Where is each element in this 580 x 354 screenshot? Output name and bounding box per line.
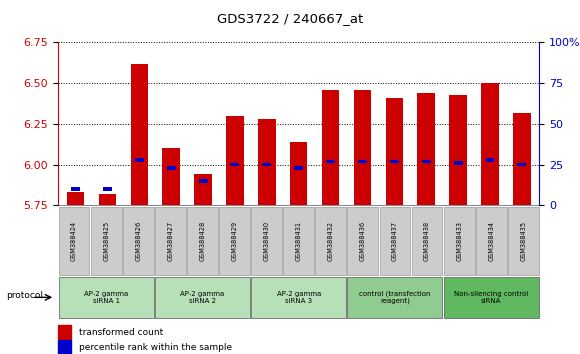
Bar xyxy=(58,341,71,354)
Text: GSM388433: GSM388433 xyxy=(456,221,462,261)
Bar xyxy=(258,119,276,205)
Text: AP-2 gamma
siRNA 1: AP-2 gamma siRNA 1 xyxy=(84,291,128,304)
Bar xyxy=(508,207,539,275)
Text: GSM388438: GSM388438 xyxy=(424,221,430,261)
Text: GSM388431: GSM388431 xyxy=(296,221,302,261)
Text: GSM388436: GSM388436 xyxy=(360,221,366,261)
Bar xyxy=(283,207,314,275)
Text: protocol: protocol xyxy=(6,291,43,300)
Text: GSM388432: GSM388432 xyxy=(328,221,334,261)
Bar xyxy=(251,277,346,318)
Bar xyxy=(90,207,122,275)
Bar xyxy=(290,142,307,205)
Bar xyxy=(103,187,112,191)
Text: GSM388430: GSM388430 xyxy=(263,221,270,261)
Bar xyxy=(226,116,244,205)
Bar xyxy=(230,163,240,166)
Text: AP-2 gamma
siRNA 3: AP-2 gamma siRNA 3 xyxy=(277,291,321,304)
Bar xyxy=(326,160,335,163)
Bar xyxy=(316,207,346,275)
Bar xyxy=(444,277,539,318)
Bar xyxy=(450,95,467,205)
Bar xyxy=(123,207,154,275)
Text: Non-silencing control
siRNA: Non-silencing control siRNA xyxy=(454,291,528,304)
Text: GSM388435: GSM388435 xyxy=(520,221,527,261)
Bar xyxy=(386,98,403,205)
Text: GSM388429: GSM388429 xyxy=(231,221,238,261)
Bar xyxy=(262,163,271,166)
Bar xyxy=(294,166,303,170)
Bar xyxy=(155,277,250,318)
Bar xyxy=(412,207,443,275)
Bar xyxy=(390,160,399,163)
Bar xyxy=(485,158,494,161)
Bar xyxy=(58,325,71,339)
Bar xyxy=(513,113,531,205)
Bar xyxy=(198,179,208,183)
Bar xyxy=(379,207,411,275)
Bar xyxy=(99,194,116,205)
Text: transformed count: transformed count xyxy=(79,328,163,337)
Bar xyxy=(322,90,339,205)
Bar xyxy=(476,207,507,275)
Bar xyxy=(347,277,443,318)
Bar xyxy=(162,148,180,205)
Bar xyxy=(481,83,499,205)
Bar xyxy=(166,166,176,170)
Bar xyxy=(187,207,218,275)
Bar xyxy=(347,207,378,275)
Bar xyxy=(354,90,371,205)
Bar xyxy=(135,158,144,161)
Bar xyxy=(444,207,474,275)
Bar xyxy=(71,187,80,191)
Bar xyxy=(251,207,282,275)
Text: GSM388425: GSM388425 xyxy=(103,221,109,261)
Bar xyxy=(454,161,463,165)
Bar xyxy=(194,175,212,205)
Text: percentile rank within the sample: percentile rank within the sample xyxy=(79,343,232,352)
Text: GDS3722 / 240667_at: GDS3722 / 240667_at xyxy=(217,12,363,25)
Text: GSM388424: GSM388424 xyxy=(71,221,77,261)
Text: GSM388427: GSM388427 xyxy=(167,221,173,261)
Text: AP-2 gamma
siRNA 2: AP-2 gamma siRNA 2 xyxy=(180,291,224,304)
Text: GSM388437: GSM388437 xyxy=(392,221,398,261)
Bar xyxy=(59,277,154,318)
Text: GSM388428: GSM388428 xyxy=(200,221,205,261)
Bar xyxy=(358,160,367,163)
Bar xyxy=(422,160,431,163)
Text: control (transfection
reagent): control (transfection reagent) xyxy=(359,290,431,304)
Bar xyxy=(59,207,89,275)
Bar xyxy=(219,207,250,275)
Text: GSM388434: GSM388434 xyxy=(488,221,494,261)
Bar xyxy=(418,93,435,205)
Text: GSM388426: GSM388426 xyxy=(135,221,142,261)
Bar xyxy=(155,207,186,275)
Bar xyxy=(517,163,526,166)
Bar xyxy=(130,64,148,205)
Bar xyxy=(67,192,84,205)
